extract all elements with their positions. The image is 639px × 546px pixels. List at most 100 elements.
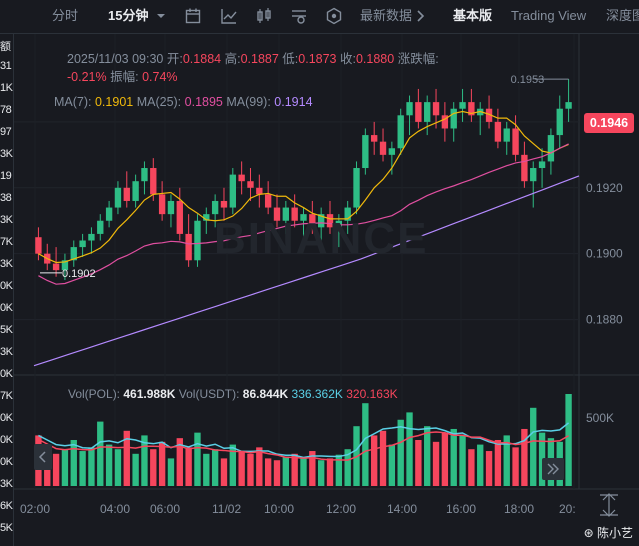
open-label: 开: (166, 52, 183, 66)
fit-axis-icon (600, 493, 618, 517)
volume-bar (317, 460, 325, 486)
candle-type-icon[interactable] (255, 7, 273, 25)
time-tick-label: 02:00 (20, 502, 50, 516)
volume-bar (229, 444, 236, 486)
depth-chart-tab[interactable]: 深度图 (606, 8, 639, 23)
line-chart-icon[interactable] (220, 7, 238, 25)
volume-bar (512, 447, 519, 486)
candle-body (353, 168, 360, 208)
ma25-label: MA(25): (136, 95, 182, 109)
binance-watermark: BINANCE (214, 214, 429, 263)
order-book-value: 1K (0, 82, 13, 94)
close-value: 0.1880 (355, 52, 395, 66)
close-label: 收: (339, 52, 356, 66)
order-book-strip: 额 31 1K 78 97 3K 19 38 3K 7K 3K 0K 0K 5K 3K 0K 7K 0K 0K 0K 3… (0, 34, 14, 546)
volume-bar (477, 444, 484, 486)
volume-bar (132, 453, 139, 486)
low-marker-label: 0.1902 (62, 268, 96, 280)
volume-bar (114, 449, 122, 486)
order-book-value: 5K (0, 324, 13, 336)
candle-body (52, 263, 60, 271)
calendar-icon[interactable] (184, 7, 202, 25)
volume-bar (158, 441, 166, 486)
ma99-value: 0.1914 (274, 95, 313, 109)
candle-body (247, 181, 254, 188)
candle-body (344, 207, 351, 221)
change-label: 涨跌幅: (397, 52, 439, 66)
time-tick-label: 20: (559, 502, 576, 516)
order-book-value: 0K (0, 434, 13, 446)
low-label: 低: (282, 52, 299, 66)
candle-body (521, 154, 528, 182)
volume-bar (61, 449, 69, 486)
price-tick-label: 0.1880 (586, 313, 623, 327)
amplitude-value: 0.74% (142, 70, 178, 84)
order-book-value: 0K (0, 368, 13, 380)
ma7-value: 0.1901 (94, 95, 134, 109)
candle-body (397, 115, 404, 149)
vol-usdt-value: 86.844K (242, 387, 289, 401)
hexagon-settings-icon[interactable] (325, 7, 343, 25)
candle-body (530, 168, 537, 182)
basic-view-tab[interactable]: 基本版 (453, 8, 493, 23)
low-value: 0.1873 (298, 52, 337, 66)
volume-bar (388, 444, 396, 486)
volume-bar (97, 421, 104, 486)
chevron-right-icon[interactable] (411, 7, 429, 25)
volume-bar (503, 435, 510, 486)
ma99-line (33, 175, 580, 367)
volume-bar (247, 453, 254, 486)
volume-bar (485, 451, 493, 486)
candle-body (309, 214, 316, 228)
candle-body (547, 135, 555, 162)
volume-bar (379, 430, 387, 486)
order-book-value: 额 (0, 41, 11, 53)
change-value: -0.21% (67, 70, 107, 84)
candle-body (105, 207, 113, 221)
chevron-down-icon[interactable] (152, 7, 170, 25)
time-tick-label: 04:00 (100, 502, 130, 516)
price-chart[interactable]: 0.19400.19200.19000.188002:0004:0006:001… (14, 34, 639, 546)
chart-area[interactable]: BINANCE 0.19400.19200.19000.188002:0004:… (14, 34, 639, 546)
time-button[interactable]: 分时 (52, 8, 79, 23)
latest-data-button[interactable]: 最新数据 (360, 8, 412, 23)
order-book-value: 38 (0, 192, 12, 204)
candle-body (229, 174, 236, 208)
volume-bar (123, 430, 130, 486)
tradingview-tab[interactable]: Trading View (511, 8, 587, 23)
time-tick-label: 06:00 (150, 502, 180, 516)
order-book-value: 78 (0, 104, 12, 116)
candle-body (450, 108, 457, 129)
volume-bar (432, 441, 440, 486)
candle-body (538, 161, 546, 169)
volume-bar (273, 460, 281, 486)
candle-body (317, 214, 325, 228)
high-marker-label: 0.1953 (511, 74, 545, 86)
indicator-settings-icon[interactable] (290, 7, 308, 25)
high-value: 0.1887 (240, 52, 279, 66)
candle-body (141, 168, 148, 182)
candle-body (441, 115, 449, 129)
amplitude-label: 振幅: (110, 70, 139, 84)
vol-pol-label: Vol(POL): (68, 387, 121, 401)
order-book-value: 3K (0, 258, 13, 270)
candle-body (61, 260, 69, 271)
ma-legend: MA(7): 0.1901 MA(25): 0.1895 MA(99): 0.1… (54, 95, 313, 109)
volume-bar (167, 458, 175, 486)
volume-bar (521, 428, 528, 486)
volume-bar (406, 412, 413, 486)
datetime: 2025/11/03 09:30 (67, 52, 164, 66)
candle-body (494, 121, 502, 142)
volume-bar (530, 407, 537, 486)
volume-bar (282, 456, 290, 486)
order-book-value: 0K (0, 280, 13, 292)
order-book-value: 0K (0, 456, 13, 468)
candle-body (424, 102, 431, 122)
vol-ma-b-value: 320.163K (346, 387, 398, 401)
volume-tick-label: 500K (586, 411, 614, 425)
volume-bar (415, 440, 422, 486)
volume-bar (256, 447, 263, 486)
interval-button[interactable]: 15分钟 (108, 8, 149, 23)
order-book-value: 0K (0, 412, 13, 424)
volume-bar (211, 449, 219, 486)
